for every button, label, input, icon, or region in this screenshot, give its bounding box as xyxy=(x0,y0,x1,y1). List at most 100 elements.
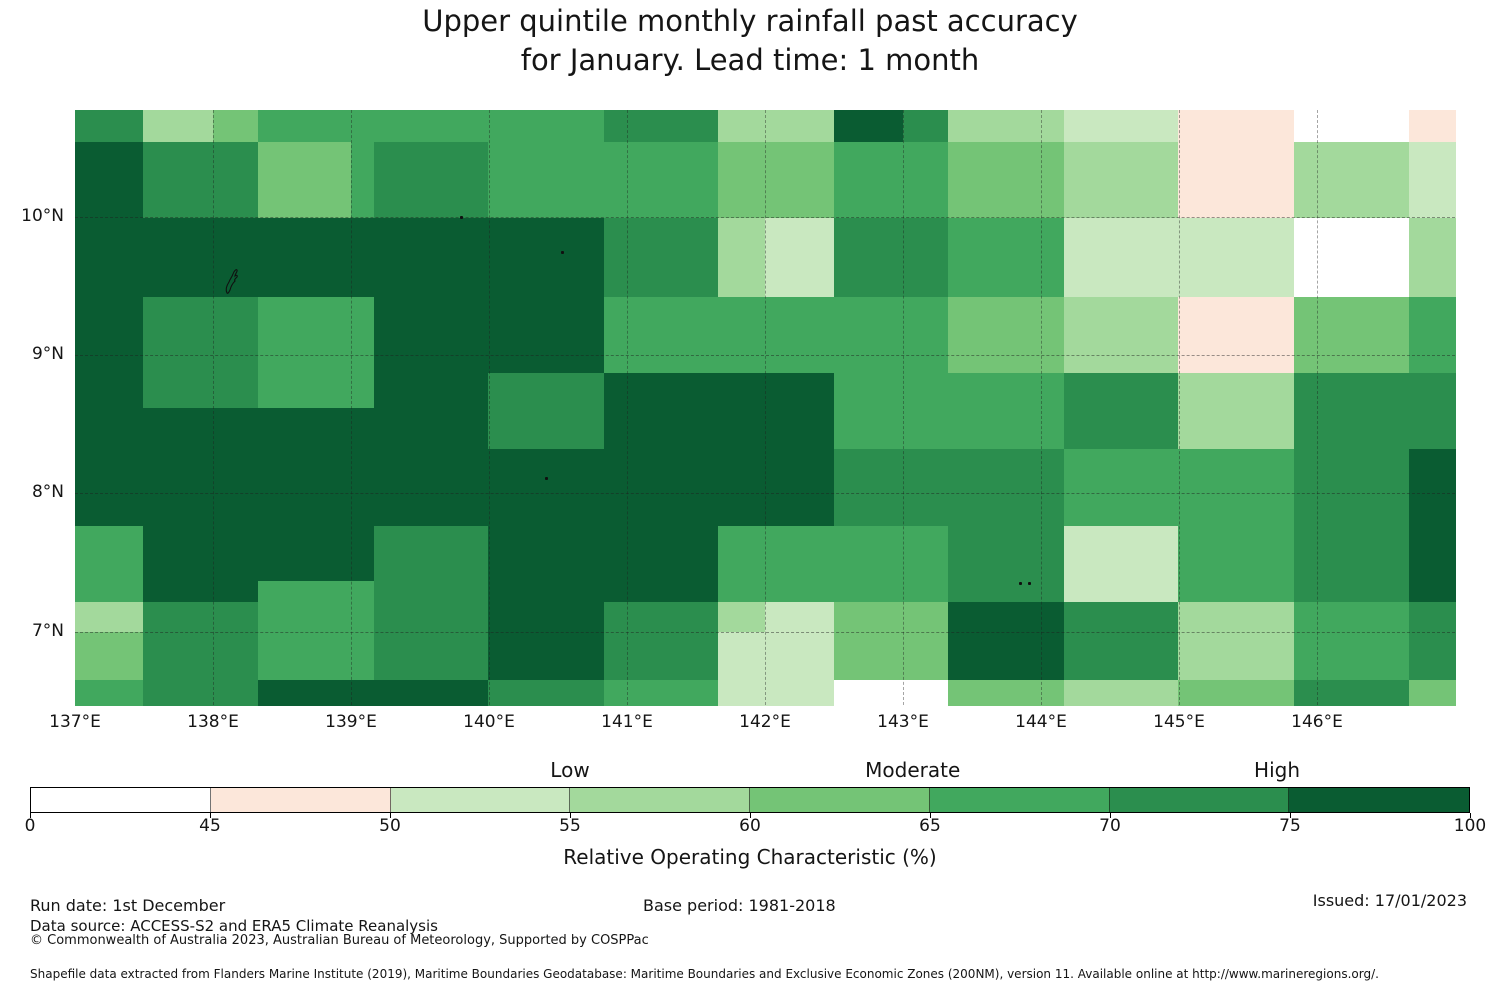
heatmap-cell xyxy=(1409,110,1456,143)
colorbar-tick-mark xyxy=(1110,813,1111,818)
heatmap-cell xyxy=(834,581,904,603)
heatmap-cell xyxy=(765,217,835,298)
heatmap-cell xyxy=(75,526,144,582)
heatmap-cell xyxy=(1317,631,1410,681)
heatmap-cell xyxy=(717,110,766,143)
heatmap-cell xyxy=(717,372,766,409)
footer-data-source: Data source: ACCESS-S2 and ERA5 Climate … xyxy=(30,917,438,935)
heatmap-cell xyxy=(143,448,214,496)
heatmap-cell xyxy=(351,526,375,582)
heatmap-cell xyxy=(1040,631,1065,681)
y-tick-label: 7°N xyxy=(31,620,64,641)
heatmap-cell xyxy=(903,110,949,143)
heatmap-cell xyxy=(717,581,766,603)
heatmap-cell xyxy=(1409,631,1456,681)
island-dot xyxy=(1028,582,1032,585)
heatmap-cell xyxy=(603,526,719,582)
heatmap-cell xyxy=(765,680,835,706)
heatmap-cell xyxy=(374,581,489,603)
heatmap-cell xyxy=(903,217,949,298)
heatmap-cell xyxy=(1293,217,1318,298)
heatmap-cell xyxy=(1409,581,1456,603)
heatmap-cell xyxy=(1178,110,1295,143)
heatmap-cell xyxy=(1040,372,1065,409)
heatmap-cell xyxy=(75,680,144,706)
heatmap-cell xyxy=(351,495,375,527)
latitude-gridline xyxy=(75,493,1455,495)
heatmap-cell xyxy=(765,142,835,219)
heatmap-cell xyxy=(75,602,144,633)
heatmap-cell xyxy=(1064,581,1179,603)
heatmap-cell xyxy=(257,602,352,633)
heatmap-cell xyxy=(1178,297,1295,374)
heatmap-cell xyxy=(1064,631,1179,681)
colorbar-tick-mark xyxy=(390,813,391,818)
heatmap-cell xyxy=(1064,526,1179,582)
heatmap-cell xyxy=(903,680,949,706)
colorbar-segment-65-70 xyxy=(929,788,1110,812)
heatmap-cell xyxy=(143,142,214,219)
colorbar-tick-label: 45 xyxy=(199,816,221,836)
heatmap-cell xyxy=(1178,407,1295,450)
heatmap-cell xyxy=(257,217,352,298)
heatmap-cell xyxy=(488,142,605,219)
heatmap-cell xyxy=(1317,495,1410,527)
heatmap-cell xyxy=(1293,495,1318,527)
colorbar-tick-label: 0 xyxy=(24,816,36,836)
heatmap-cell xyxy=(717,407,766,450)
heatmap-cell xyxy=(603,680,719,706)
heatmap-cell xyxy=(834,602,904,633)
latitude-gridline xyxy=(75,216,1455,218)
heatmap-cell xyxy=(1409,448,1456,496)
longitude-gridline xyxy=(1179,110,1180,705)
heatmap-cell xyxy=(603,372,719,409)
heatmap-cell xyxy=(717,448,766,496)
heatmap-cell xyxy=(717,297,766,374)
heatmap-cell xyxy=(75,581,144,603)
heatmap-cell xyxy=(374,631,489,681)
heatmap-cell xyxy=(903,372,949,409)
heatmap-cell xyxy=(351,110,375,143)
colorbar-tick-label: 100 xyxy=(1453,816,1487,836)
heatmap-cell xyxy=(1293,142,1318,219)
heatmap-cell xyxy=(1178,448,1295,496)
heatmap-cell xyxy=(1409,217,1456,298)
heatmap-cell xyxy=(834,631,904,681)
heatmap-cell xyxy=(1317,581,1410,603)
heatmap-cell xyxy=(717,602,766,633)
heatmap-cell xyxy=(257,631,352,681)
heatmap-cell xyxy=(903,631,949,681)
heatmap-cell xyxy=(488,526,605,582)
heatmap-cell xyxy=(75,142,144,219)
heatmap-cell xyxy=(603,495,719,527)
heatmap-cell xyxy=(488,602,605,633)
colorbar-tick-label: 75 xyxy=(1279,816,1301,836)
heatmap-cell xyxy=(143,407,214,450)
heatmap-cell xyxy=(834,110,904,143)
heatmap-cell xyxy=(947,581,1041,603)
colorbar-segment-55-60 xyxy=(570,788,750,812)
heatmap-cell xyxy=(75,297,144,374)
heatmap-cell xyxy=(1040,110,1065,143)
heatmap-cell xyxy=(1064,680,1179,706)
heatmap-cell xyxy=(765,297,835,374)
heatmap-cell xyxy=(603,448,719,496)
heatmap-cell xyxy=(213,217,259,298)
heatmap-cell xyxy=(374,372,489,409)
colorbar-tick-mark xyxy=(1470,813,1471,818)
heatmap-cell xyxy=(903,495,949,527)
heatmap-cell xyxy=(1040,526,1065,582)
heatmap-cell xyxy=(603,297,719,374)
heatmap-cell xyxy=(1064,297,1179,374)
heatmap-cell xyxy=(75,448,144,496)
heatmap-cell xyxy=(143,602,214,633)
heatmap-cell xyxy=(603,581,719,603)
heatmap-cell xyxy=(1040,297,1065,374)
heatmap-cell xyxy=(374,448,489,496)
x-tick-label: 137°E xyxy=(49,712,101,732)
longitude-gridline xyxy=(351,110,352,705)
heatmap-cell xyxy=(947,407,1041,450)
heatmap-cell xyxy=(488,448,605,496)
colorbar-tick-mark xyxy=(750,813,751,818)
heatmap-cell xyxy=(1040,680,1065,706)
